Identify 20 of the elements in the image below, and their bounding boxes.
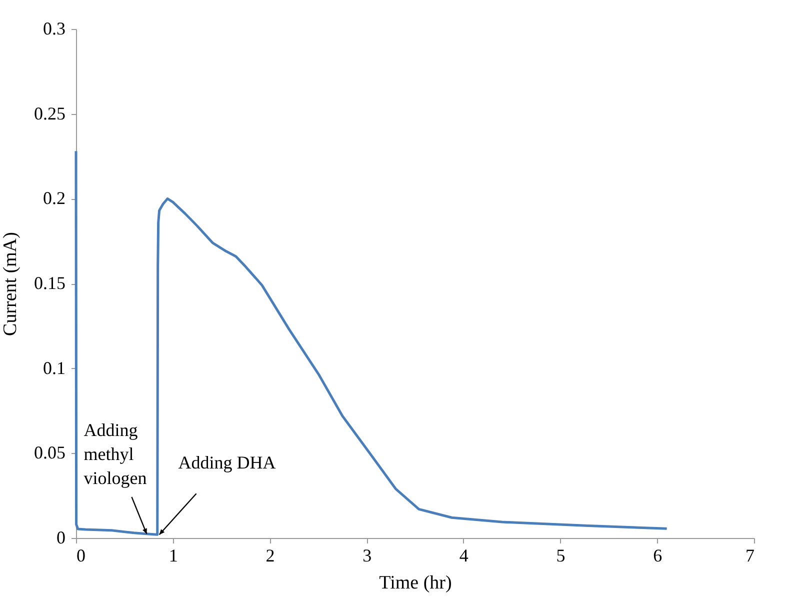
y-tick-label: 0.25 (34, 103, 66, 124)
y-tick-label: 0.05 (34, 442, 66, 463)
y-tick-label: 0.3 (43, 18, 66, 38)
x-tick-label: 2 (266, 546, 275, 566)
x-tick-label: 6 (653, 546, 662, 566)
x-tick-label: 7 (746, 546, 754, 566)
x-tick-label: 3 (362, 546, 372, 566)
annotation: Adding methyl viologen (84, 420, 147, 488)
y-axis-title: Current (mA) (0, 232, 21, 336)
x-tick-label: 4 (459, 546, 468, 566)
y-tick-label: 0.15 (34, 273, 66, 293)
annotation: Adding DHA (178, 452, 276, 473)
line-series (74, 150, 668, 536)
x-axis-title: Time (hr) (379, 572, 452, 594)
x-tick-label: 5 (556, 546, 566, 566)
y-tick-label: 0.1 (43, 358, 66, 378)
x-tick-label: 1 (168, 546, 178, 566)
y-tick-label: 0 (56, 528, 66, 548)
x-tick-label: 0 (76, 546, 86, 566)
y-tick-label: 0.2 (43, 188, 66, 208)
